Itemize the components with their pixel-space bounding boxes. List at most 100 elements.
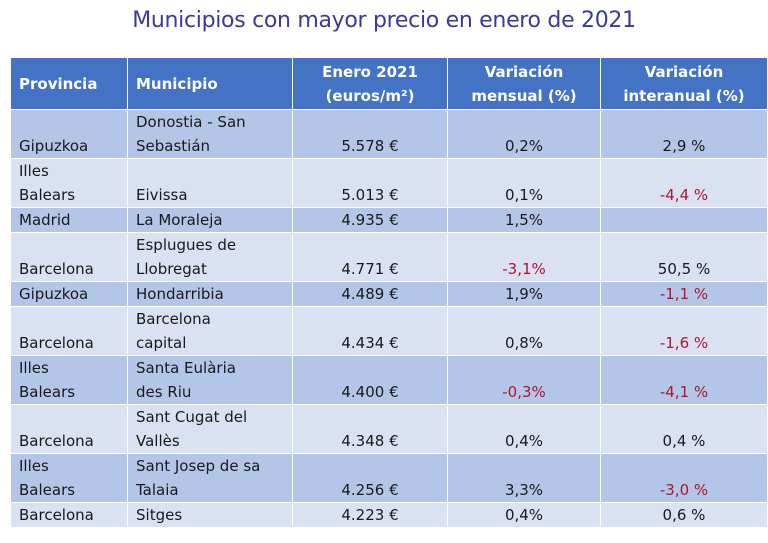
cell-municipio: Donostia - San Sebastián: [127, 109, 293, 159]
cell-municipio: Esplugues de Llobregat: [127, 232, 293, 282]
cell-provincia: Illes Balears: [10, 158, 128, 208]
table-row: Gipuzkoa Donostia - San Sebastián 5.578 €0,…: [10, 109, 768, 159]
table-row: Illes Balears Santa Eulària des Riu 4.400 € -…: [10, 355, 768, 405]
provincia-line: Gipuzkoa: [19, 137, 89, 155]
municipio-line: Llobregat: [136, 260, 207, 278]
cell-variacion-mensual: 0,4%: [447, 404, 601, 454]
cell-provincia: Barcelona: [10, 502, 128, 528]
cell-variacion-mensual: 1,9%: [447, 281, 601, 307]
municipio-line: Barcelona: [136, 310, 211, 328]
cell-variacion-mensual: 0,1%: [447, 158, 601, 208]
cell-variacion-mensual: 3,3%: [447, 453, 601, 503]
provincia-line: Balears: [19, 383, 76, 401]
header-interanual: Variación interanual (%): [600, 57, 768, 110]
cell-variacion-interanual: -4,4 %: [600, 158, 768, 208]
cell-provincia: Illes Balears: [10, 355, 128, 405]
municipio-line: Sebastián: [136, 137, 211, 155]
price-table: Provincia Municipio Enero 2021 (euros/m²)…: [10, 57, 768, 528]
cell-precio: 4.935 €: [292, 207, 448, 233]
table-row: Barcelona Barcelona capital 4.434 €0,8% -1,6…: [10, 306, 768, 356]
cell-precio: 5.578 €: [292, 109, 448, 159]
cell-variacion-interanual: -1,1 %: [600, 281, 768, 307]
cell-variacion-mensual: 1,5%: [447, 207, 601, 233]
page-title: Municipios con mayor precio en enero de …: [132, 8, 636, 33]
cell-municipio: Santa Eulària des Riu: [127, 355, 293, 405]
cell-precio: 4.223 €: [292, 502, 448, 528]
municipio-line: Hondarribia: [136, 285, 224, 303]
header-mensual-line1: Variación: [484, 62, 564, 81]
header-enero-line1: Enero 2021: [322, 62, 418, 81]
cell-variacion-interanual: -3,0 %: [600, 453, 768, 503]
cell-provincia: Gipuzkoa: [10, 281, 128, 307]
header-interanual-line1: Variación: [644, 62, 724, 81]
table-row: Gipuzkoa Hondarribia 4.489 €1,9% -1,1 %: [10, 281, 768, 307]
cell-municipio: Hondarribia: [127, 281, 293, 307]
municipio-line: Donostia - San: [136, 113, 246, 131]
header-provincia: Provincia: [10, 57, 128, 110]
cell-precio: 5.013 €: [292, 158, 448, 208]
cell-provincia: Illes Balears: [10, 453, 128, 503]
cell-variacion-interanual: 50,5 %: [600, 232, 768, 282]
cell-variacion-interanual: [600, 207, 768, 233]
cell-precio: 4.348 €: [292, 404, 448, 454]
table-body: Gipuzkoa Donostia - San Sebastián 5.578 €0,…: [10, 109, 768, 528]
provincia-line: Barcelona: [19, 432, 94, 450]
provincia-line: Madrid: [19, 211, 71, 229]
provincia-line: Barcelona: [19, 334, 94, 352]
table-row: Illes Balears Eivissa 5.013 €0,1% -4,4 %: [10, 158, 768, 208]
cell-variacion-mensual: 0,8%: [447, 306, 601, 356]
cell-municipio: Barcelona capital: [127, 306, 293, 356]
cell-provincia: Gipuzkoa: [10, 109, 128, 159]
cell-municipio: Sant Josep de sa Talaia: [127, 453, 293, 503]
header-interanual-line2: interanual (%): [623, 86, 745, 105]
header-provincia-label: Provincia: [19, 74, 98, 93]
cell-variacion-mensual: -0,3%: [447, 355, 601, 405]
cell-precio: 4.256 €: [292, 453, 448, 503]
municipio-line: Vallès: [136, 432, 180, 450]
municipio-line: Sant Josep de sa: [136, 457, 261, 475]
cell-variacion-interanual: -4,1 %: [600, 355, 768, 405]
cell-variacion-mensual: 0,2%: [447, 109, 601, 159]
table-row: Barcelona Sitges 4.223 €0,4% 0,6 %: [10, 502, 768, 528]
cell-variacion-interanual: 2,9 %: [600, 109, 768, 159]
provincia-line: Illes: [19, 162, 49, 180]
header-mensual: Variación mensual (%): [447, 57, 601, 110]
municipio-line: capital: [136, 334, 187, 352]
municipio-line: Esplugues de: [136, 236, 237, 254]
provincia-line: Balears: [19, 481, 76, 499]
cell-variacion-interanual: -1,6 %: [600, 306, 768, 356]
header-municipio: Municipio: [127, 57, 293, 110]
header-enero: Enero 2021 (euros/m²): [292, 57, 448, 110]
cell-municipio: Eivissa: [127, 158, 293, 208]
cell-variacion-interanual: 0,6 %: [600, 502, 768, 528]
municipio-line: Sant Cugat del: [136, 408, 248, 426]
cell-variacion-interanual: 0,4 %: [600, 404, 768, 454]
provincia-line: Illes: [19, 359, 49, 377]
municipio-line: des Riu: [136, 383, 192, 401]
cell-precio: 4.489 €: [292, 281, 448, 307]
table-header-row: Provincia Municipio Enero 2021 (euros/m²)…: [10, 57, 768, 110]
provincia-line: Balears: [19, 186, 76, 204]
provincia-line: Illes: [19, 457, 49, 475]
municipio-line: Talaia: [136, 481, 179, 499]
table-row: Madrid La Moraleja 4.935 €1,5%: [10, 207, 768, 233]
municipio-line: Eivissa: [136, 186, 188, 204]
municipio-line: Santa Eulària: [136, 359, 236, 377]
cell-precio: 4.434 €: [292, 306, 448, 356]
municipio-line: La Moraleja: [136, 211, 223, 229]
provincia-line: Barcelona: [19, 506, 94, 524]
provincia-line: Gipuzkoa: [19, 285, 89, 303]
cell-municipio: Sitges: [127, 502, 293, 528]
header-enero-line2: (euros/m²): [325, 86, 415, 105]
cell-provincia: Madrid: [10, 207, 128, 233]
cell-provincia: Barcelona: [10, 306, 128, 356]
cell-precio: 4.400 €: [292, 355, 448, 405]
provincia-line: Barcelona: [19, 260, 94, 278]
table-row: Barcelona Sant Cugat del Vallès 4.348 €0,4%…: [10, 404, 768, 454]
cell-variacion-mensual: 0,4%: [447, 502, 601, 528]
header-mensual-line2: mensual (%): [471, 86, 577, 105]
municipio-line: Sitges: [136, 506, 183, 524]
cell-municipio: Sant Cugat del Vallès: [127, 404, 293, 454]
cell-municipio: La Moraleja: [127, 207, 293, 233]
cell-provincia: Barcelona: [10, 232, 128, 282]
